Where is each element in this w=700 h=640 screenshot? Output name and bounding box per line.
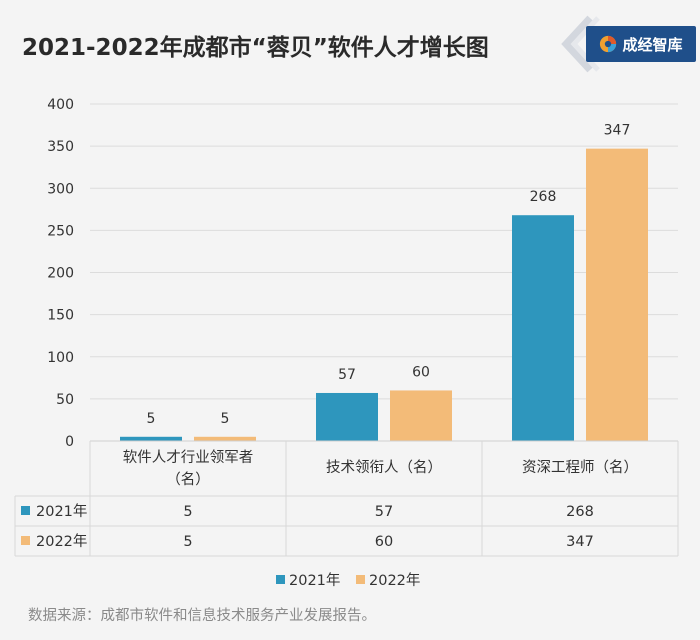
bar-2021 — [316, 392, 378, 441]
bar-2021 — [120, 436, 182, 441]
bar-2022 — [586, 148, 648, 441]
legend-label: 2022年 — [369, 572, 420, 589]
legend-key — [276, 575, 285, 584]
table-cell-value: 268 — [566, 504, 594, 520]
table-cell-value: 347 — [566, 534, 594, 550]
category-label: 技术领衔人（名） — [326, 459, 442, 476]
bar-2021 — [512, 215, 574, 441]
data-label: 60 — [412, 364, 430, 380]
category-label: 软件人才行业领军者 — [123, 449, 254, 466]
table-cell-value: 57 — [375, 504, 393, 520]
logo: 成经智库 — [560, 12, 700, 76]
data-label: 57 — [338, 367, 356, 383]
data-label: 5 — [147, 411, 156, 427]
bar-2022 — [390, 390, 452, 441]
y-tick-label: 150 — [47, 308, 74, 324]
category-label: （名） — [166, 471, 210, 488]
y-tick-label: 250 — [47, 223, 74, 239]
logo-swirl-icon — [600, 35, 617, 53]
table-legend-key — [21, 536, 30, 545]
source-note: 数据来源：成都市软件和信息技术服务产业发展报告。 — [28, 608, 376, 624]
table-cell-value: 5 — [183, 504, 192, 520]
table-series-name: 2021年 — [36, 503, 87, 520]
bar-2022 — [194, 436, 256, 441]
logo-text: 成经智库 — [622, 35, 683, 54]
data-label: 5 — [221, 411, 230, 427]
y-tick-label: 200 — [47, 266, 74, 282]
legend-label: 2021年 — [289, 572, 340, 589]
y-tick-label: 0 — [65, 434, 74, 450]
data-label: 347 — [604, 123, 631, 139]
logo-badge: 成经智库 — [586, 26, 696, 62]
table-series-name: 2022年 — [36, 533, 87, 550]
category-label: 资深工程师（名） — [522, 459, 638, 476]
y-tick-label: 300 — [47, 181, 74, 197]
y-tick-label: 100 — [47, 350, 74, 366]
table-cell-value: 60 — [375, 534, 393, 550]
y-tick-label: 350 — [47, 139, 74, 155]
chart-title: 2021-2022年成都市“蓉贝”软件人才增长图 — [22, 35, 489, 61]
table-legend-key — [21, 506, 30, 515]
y-tick-label: 50 — [56, 392, 74, 408]
y-tick-label: 400 — [47, 97, 74, 113]
legend-key — [356, 575, 365, 584]
data-label: 268 — [530, 189, 557, 205]
table-cell-value: 5 — [183, 534, 192, 550]
bar-chart: 0 50 100 150 200 250 300 350 400 5 5 57 60 268 347 软件人才… — [14, 97, 679, 589]
